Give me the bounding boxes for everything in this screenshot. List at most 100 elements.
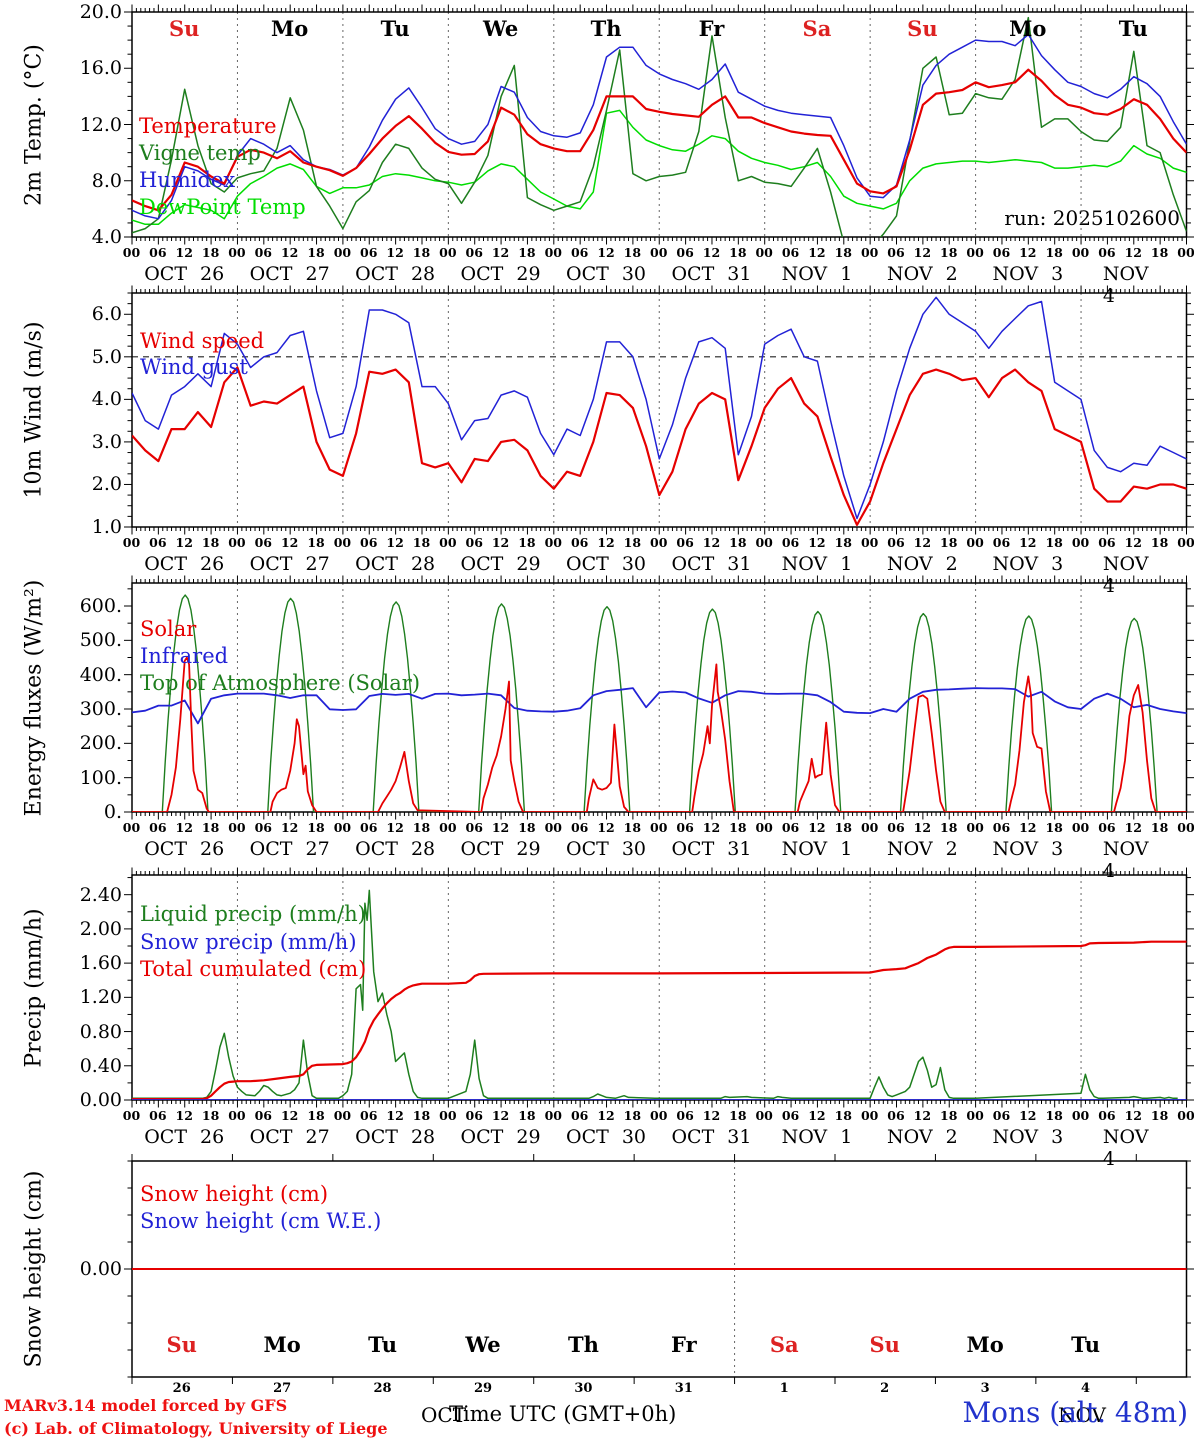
hour-tick-label: 06 xyxy=(254,245,273,260)
hour-tick-label: 12 xyxy=(1124,820,1142,835)
hour-tick-label: 06 xyxy=(992,535,1011,550)
precipitation-panel xyxy=(123,867,1194,1108)
hour-tick-label: 00 xyxy=(966,1108,984,1123)
date-number-label: 26 xyxy=(172,1381,191,1396)
hour-tick-label: 18 xyxy=(623,245,642,260)
hour-tick-label: 12 xyxy=(175,1108,193,1123)
hour-tick-label: 18 xyxy=(412,245,431,260)
hour-tick-label: 12 xyxy=(491,535,510,550)
ytick-label: 2.0 xyxy=(91,473,122,496)
date-label: NOV 1 xyxy=(781,1126,853,1148)
hour-tick-label: 18 xyxy=(834,1108,852,1123)
series-dewpoint-temp xyxy=(131,109,1186,226)
series-total-cumulated xyxy=(131,940,1186,1100)
hour-tick-label: 12 xyxy=(280,245,299,260)
legend-humidex: Humidex xyxy=(139,168,236,192)
hour-tick-label: 18 xyxy=(729,245,747,260)
model-credit: MARv3.14 model forced by GFS xyxy=(4,1396,288,1415)
hour-tick-label: 12 xyxy=(175,535,193,550)
hour-tick-label: 00 xyxy=(1177,1108,1194,1123)
ytick-label: 16.0 xyxy=(79,57,122,80)
hour-tick-label: 12 xyxy=(175,820,193,835)
hour-tick-label: 18 xyxy=(1150,1108,1169,1123)
hour-tick-label: 06 xyxy=(360,245,378,260)
hour-tick-label: 18 xyxy=(834,820,852,835)
legend-top-of-atmosphere-solar-: Top of Atmosphere (Solar) xyxy=(140,671,421,695)
hour-tick-label: 00 xyxy=(122,1108,141,1123)
lab-credit: (c) Lab. of Climatology, University of L… xyxy=(4,1419,388,1438)
date-number-label: 4 xyxy=(1081,1381,1091,1396)
ytick-label: 20.0 xyxy=(79,1,122,23)
hour-tick-label: 12 xyxy=(1124,1108,1142,1123)
hour-tick-label: 18 xyxy=(201,245,220,260)
hour-tick-label: 00 xyxy=(1177,245,1194,260)
hour-tick-label: 00 xyxy=(122,245,141,260)
series-temperature xyxy=(131,68,1186,212)
date-label: NOV 3 xyxy=(992,263,1064,285)
hour-tick-label: 00 xyxy=(1177,820,1194,835)
ytick-label: 500. xyxy=(79,629,122,652)
ytick-label: 3.0 xyxy=(91,430,122,453)
date-label: OCT 28 xyxy=(355,553,436,575)
day-label-th: Th xyxy=(590,16,622,41)
hour-tick-label: 12 xyxy=(280,1108,299,1123)
hour-tick-label: 18 xyxy=(412,535,431,550)
date-label: NOV 3 xyxy=(992,838,1064,860)
hour-tick-label: 06 xyxy=(254,820,273,835)
hour-tick-label: 00 xyxy=(755,535,773,550)
hour-tick-label: 18 xyxy=(201,1108,220,1123)
day-label-tu: Tu xyxy=(380,16,410,41)
date-number-label: 1 xyxy=(779,1381,789,1396)
run-label: run: 2025102600 xyxy=(1004,206,1180,230)
date-label: NOV 3 xyxy=(992,553,1064,575)
hour-tick-label: 06 xyxy=(570,535,589,550)
hour-tick-label: 00 xyxy=(333,1108,352,1123)
date-label: NOV 4 xyxy=(1102,263,1149,307)
legend-solar: Solar xyxy=(140,617,197,641)
date-number-label: 30 xyxy=(574,1381,593,1396)
hour-tick-label: 00 xyxy=(860,245,879,260)
hour-tick-label: 00 xyxy=(228,245,246,260)
hour-tick-label: 06 xyxy=(465,245,483,260)
ytick-label: 12.0 xyxy=(79,113,122,136)
hour-tick-label: 18 xyxy=(623,535,642,550)
hour-tick-label: 06 xyxy=(149,1108,167,1123)
hour-tick-label: 12 xyxy=(1019,820,1037,835)
hour-tick-label: 06 xyxy=(887,245,905,260)
hour-tick-label: 18 xyxy=(1045,245,1063,260)
hour-tick-label: 18 xyxy=(518,820,536,835)
hour-tick-label: 18 xyxy=(834,535,852,550)
hour-tick-label: 18 xyxy=(201,820,220,835)
legend-snow-height-cm-w-e-: Snow height (cm W.E.) xyxy=(140,1209,382,1233)
date-label: OCT 28 xyxy=(355,838,436,860)
hour-tick-label: 00 xyxy=(1071,1108,1090,1123)
2m-temperature-panel xyxy=(123,4,1194,245)
hour-tick-label: 18 xyxy=(307,820,325,835)
hour-tick-label: 00 xyxy=(755,245,773,260)
hour-tick-label: 00 xyxy=(966,535,984,550)
date-label: NOV 4 xyxy=(1102,553,1149,597)
date-label: OCT 29 xyxy=(460,263,541,285)
hour-tick-label: 00 xyxy=(439,1108,457,1123)
date-label: NOV 2 xyxy=(887,1126,958,1148)
hour-tick-label: 18 xyxy=(1045,535,1063,550)
hour-tick-label: 00 xyxy=(755,1108,773,1123)
date-label: NOV 2 xyxy=(887,263,958,285)
hour-tick-label: 18 xyxy=(1150,820,1169,835)
hour-tick-label: 18 xyxy=(729,535,747,550)
hour-tick-label: 12 xyxy=(491,820,510,835)
hour-tick-label: 12 xyxy=(702,1108,721,1123)
hour-tick-label: 12 xyxy=(1124,245,1142,260)
hour-tick-label: 00 xyxy=(228,820,246,835)
hour-tick-label: 12 xyxy=(913,535,932,550)
hour-tick-label: 12 xyxy=(491,245,510,260)
hour-tick-label: 06 xyxy=(360,820,378,835)
hour-tick-label: 06 xyxy=(676,245,694,260)
hour-tick-label: 18 xyxy=(729,820,747,835)
legend-liquid-precip-mm-h-: Liquid precip (mm/h) xyxy=(140,902,366,926)
hour-tick-label: 12 xyxy=(597,245,615,260)
hour-tick-label: 12 xyxy=(913,820,932,835)
ytick-label: 400. xyxy=(79,663,122,686)
series-solar xyxy=(131,656,1186,812)
